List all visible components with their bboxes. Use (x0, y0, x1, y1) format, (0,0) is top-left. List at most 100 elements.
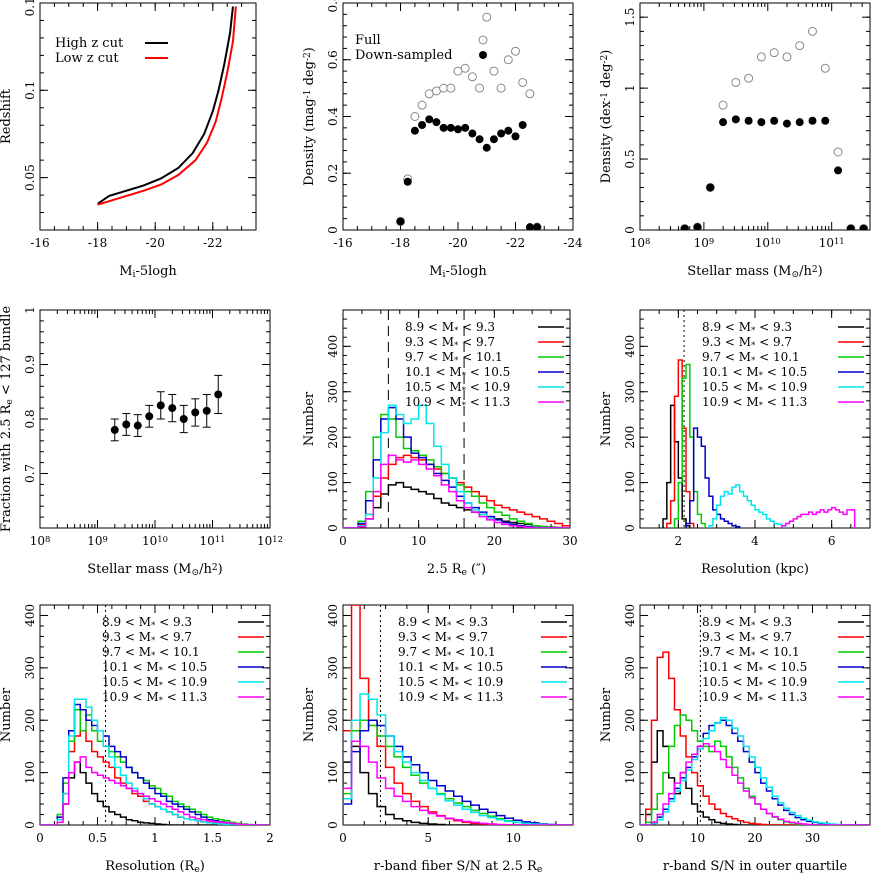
data-point (795, 118, 804, 127)
y-tick-label: 400 (326, 335, 340, 358)
data-point (168, 404, 177, 413)
data-point (156, 401, 165, 410)
y-tick-label: 400 (623, 335, 637, 358)
data-point (475, 135, 484, 144)
data-point (770, 116, 779, 125)
series-line (97, 6, 237, 206)
data-point-open (446, 83, 456, 93)
data-point-open (795, 41, 805, 51)
x-axis-label: Mi-5logh (429, 264, 487, 280)
data-point-open (503, 55, 513, 65)
histogram-series (708, 484, 787, 528)
histogram-series (640, 716, 870, 825)
x-tick-label: 30 (805, 831, 820, 845)
y-tick-label: 200 (23, 709, 37, 732)
legend-label: Low z cut (55, 51, 119, 66)
data-point (680, 224, 689, 230)
panel-p2: -16 -18 -20 -22 -24 0 0.2 0.4 0.6 0.8 Mi-5logh Dens… (302, 0, 583, 280)
legend-label: 8.9 < M* < 9.3 (102, 615, 192, 630)
x-tick-label: 1010 (142, 534, 168, 548)
data-point (396, 217, 405, 226)
histogram-series (40, 709, 270, 825)
panel-p6: 2 4 6 0 100 200 300 400 Resolution (kpc) Number 8.… (599, 309, 871, 577)
data-point-open (482, 12, 492, 22)
histogram-series (640, 743, 870, 825)
y-tick-label: 300 (23, 656, 37, 679)
y-tick-label: 1.5 (623, 8, 637, 27)
data-point-open (808, 26, 817, 36)
plot-area (640, 605, 870, 825)
histogram-series (343, 406, 570, 528)
y-tick-label: 400 (326, 604, 340, 627)
legend-label: 10.9 < M* < 11.3 (702, 395, 807, 410)
y-tick-label: 0.2 (326, 164, 340, 183)
data-point-open (496, 83, 506, 93)
data-point (446, 123, 455, 132)
data-point (497, 129, 506, 138)
data-point (202, 406, 211, 415)
y-axis-label: Density (dex-1 deg-2) (599, 50, 614, 184)
legend-label: 9.3 < M* < 9.7 (102, 630, 192, 645)
y-tick-label: 0.8 (23, 409, 37, 428)
plot-area (396, 12, 542, 230)
legend-label: 10.1 < M* < 10.5 (702, 365, 807, 380)
x-tick-label: 1012 (257, 534, 283, 548)
data-point-open (417, 100, 427, 110)
data-point (179, 415, 188, 423)
y-tick-label: 200 (326, 426, 340, 449)
x-tick-label: 109 (694, 236, 715, 250)
x-tick-label: 0 (636, 831, 644, 845)
data-point (439, 123, 448, 132)
histogram-series (781, 506, 856, 528)
x-axis-label: Resolution (Re) (105, 859, 205, 875)
y-axis-label: Number (0, 687, 14, 742)
y-tick-label: 0 (623, 524, 637, 532)
legend-label: 8.9 < M* < 9.3 (405, 320, 495, 335)
data-point-open (518, 77, 528, 87)
x-tick-label: 10 (506, 831, 521, 845)
x-tick-label: 1 (151, 831, 159, 845)
data-point-open (769, 48, 779, 58)
x-tick-label: -22 (506, 236, 525, 250)
x-tick-label: 6 (828, 534, 836, 548)
data-point (410, 126, 419, 135)
x-axis-label: Stellar mass (M⊙/h2) (87, 562, 222, 578)
x-tick-label: -18 (88, 236, 107, 250)
x-tick-label: 2 (266, 831, 274, 845)
data-point (757, 118, 766, 127)
plot-area (680, 26, 869, 230)
data-point-open (731, 77, 741, 87)
y-tick-label: 0 (326, 524, 340, 532)
legend-label: High z cut (55, 36, 124, 51)
data-point-open (756, 52, 766, 62)
x-tick-label: 1.5 (203, 831, 222, 845)
y-tick-label: 0.7 (23, 464, 37, 483)
data-point (418, 121, 427, 130)
y-tick-label: 0 (23, 821, 37, 829)
data-point-open (525, 89, 535, 99)
y-tick-label: 400 (23, 604, 37, 627)
data-point (214, 390, 223, 399)
data-point (808, 116, 817, 125)
data-point (425, 115, 434, 124)
y-axis-label: Fraction with 2.5 Re < 127 bundle (0, 306, 15, 533)
data-point-open (718, 100, 728, 110)
legend-label: 10.5 < M* < 10.9 (398, 675, 503, 690)
histogram-series (343, 454, 570, 528)
plot-area (343, 310, 570, 528)
panel-p4: 108 109 1010 1011 1012 0.7 0.8 0.9 1 Stellar mass… (0, 306, 283, 579)
y-axis-label: Density (mag-1 deg-2) (302, 47, 317, 186)
legend-label: Full (355, 33, 381, 48)
data-point-open (744, 73, 754, 83)
data-point (719, 118, 728, 127)
histogram-series (40, 756, 270, 825)
x-tick-label: 5 (424, 831, 432, 845)
y-axis-label: Number (302, 687, 317, 742)
data-point (461, 123, 470, 132)
y-tick-label: 300 (326, 380, 340, 403)
legend-label: 8.9 < M* < 9.3 (702, 320, 792, 335)
legend-marker (478, 35, 488, 45)
y-tick-label: 0.05 (23, 164, 37, 191)
